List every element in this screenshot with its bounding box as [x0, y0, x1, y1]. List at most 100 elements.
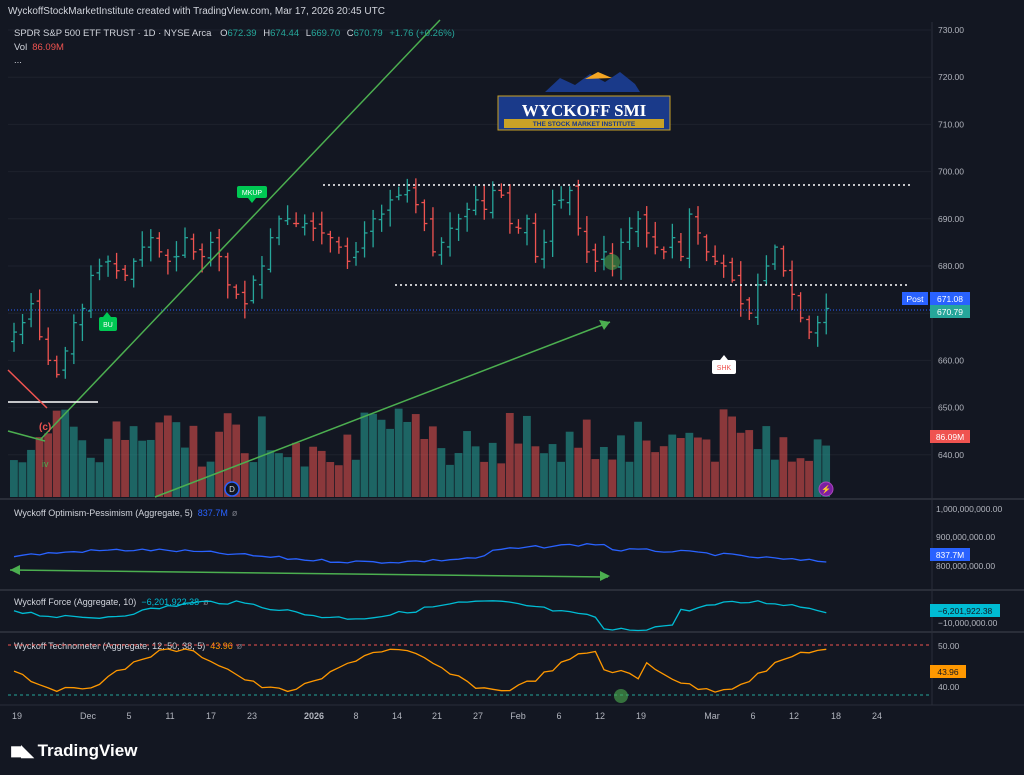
volume-bar [232, 424, 241, 497]
svg-text:Post: Post [906, 294, 924, 304]
ohlc-bar [532, 213, 539, 263]
price-tick-label: 720.00 [938, 72, 964, 82]
ohlc-bar [293, 212, 300, 228]
ohlc-bar [70, 314, 77, 365]
ohlc-bar [224, 252, 231, 299]
volume-bar [557, 461, 565, 497]
volume-bar [369, 413, 377, 497]
svg-text:THE STOCK MARKET INSTITUTE: THE STOCK MARKET INSTITUTE [533, 121, 636, 128]
tradingview-brand: TradingView [37, 741, 138, 760]
ohlc-bar [686, 208, 693, 269]
opt-tick: 1,000,000,000.00 [936, 504, 1002, 514]
dividend-marker[interactable]: D [224, 481, 240, 497]
ohlc-bar [558, 186, 565, 209]
svg-text:WYCKOFF SMI: WYCKOFF SMI [522, 101, 647, 120]
trend-line-shallow[interactable] [154, 321, 611, 498]
ohlc-bar [301, 214, 308, 236]
price-tick-label: 650.00 [938, 403, 964, 413]
lightning-icon[interactable]: ⚡ [818, 481, 834, 497]
time-tick-label: 19 [636, 711, 646, 721]
volume-bar [505, 412, 514, 497]
last-price-badge: 670.79 [930, 305, 970, 318]
ohlc-bar [412, 178, 419, 214]
volume-bar [317, 450, 326, 497]
arrow-head [10, 565, 20, 575]
mkup-label[interactable]: MKUP [237, 186, 267, 203]
volume-bar [292, 442, 300, 497]
opt-pess-label[interactable]: Wyckoff Optimism-Pessimism (Aggregate, 5… [14, 508, 238, 518]
trend-line-steep[interactable] [39, 19, 441, 441]
volume-bar [129, 426, 138, 497]
volume-bars [10, 408, 831, 497]
symbol-legend[interactable]: SPDR S&P 500 ETF TRUST · 1D · NYSE Arca … [14, 28, 455, 66]
downtrend-line[interactable] [7, 369, 48, 409]
volume-bar [78, 440, 87, 497]
ohlc-bar [216, 228, 223, 272]
ohlc-bar [344, 237, 351, 269]
ohlc-bar [447, 212, 454, 257]
time-axis[interactable]: 19 Dec 5 11 17 23 2026 8 14 21 27 Feb 6 12 19 Mar 6 12 18 2… [12, 711, 882, 721]
volume-bar [189, 425, 198, 497]
ohlc-bar [241, 280, 248, 319]
ohlc-bar [113, 252, 120, 279]
ohlc-bar [515, 219, 522, 234]
bu-label[interactable]: BU [99, 312, 117, 331]
ohlc-bar [814, 315, 821, 347]
opt-divergence-line[interactable] [9, 569, 609, 578]
ohlc-bar [541, 229, 548, 269]
volume-bar [617, 435, 625, 497]
force-badge [930, 604, 1000, 617]
wave-iv-label: iv [42, 459, 49, 469]
volume-bar [18, 462, 27, 497]
ohlc-bar [79, 303, 86, 342]
price-bars [11, 178, 830, 379]
techno-line[interactable] [13, 648, 827, 693]
shk-label[interactable]: SHK [712, 355, 736, 374]
ohlc-bar [404, 178, 411, 203]
techno-tick: 50.00 [938, 641, 960, 651]
volume-bar [480, 461, 489, 497]
trend-line-short[interactable] [7, 430, 46, 442]
ohlc-bar [635, 211, 642, 248]
post-price-badge: Post 671.08 [902, 292, 970, 305]
volume-bar [249, 462, 258, 497]
opt-pess-line[interactable] [13, 543, 827, 564]
time-tick-label: 5 [126, 711, 131, 721]
volume-bar [300, 466, 309, 497]
ohlc-bar [258, 256, 265, 299]
volume-bar [625, 461, 634, 497]
chart-canvas[interactable]: MKUP BU SHK (c) iv D ⚡ WYCKOFF SMI THE S… [0, 0, 1024, 728]
volume-bar [497, 463, 506, 497]
ohlc-bar [353, 242, 359, 266]
time-tick-label: Feb [510, 711, 526, 721]
ohlc-bar [370, 209, 377, 248]
time-tick-label: 8 [353, 711, 358, 721]
ohlc-bar [481, 185, 488, 220]
ohlc-bar [780, 245, 787, 277]
time-tick-label: 12 [595, 711, 605, 721]
ohlc-bar [789, 260, 796, 311]
techno-label[interactable]: Wyckoff Technometer (Aggregate, 12, 50, … [14, 641, 243, 651]
opt-badge-text: 837.7M [936, 550, 964, 560]
arrow-head [599, 320, 610, 330]
ohlc-bar [797, 292, 804, 323]
volume-bar [591, 459, 600, 497]
force-line[interactable] [13, 600, 827, 632]
tradingview-logo[interactable]: ◼◣ TradingView [10, 741, 137, 761]
ohlc-bar [387, 189, 394, 227]
ohlc-bar [335, 236, 342, 254]
volume-bar [104, 438, 112, 497]
ohlc-bar [695, 206, 701, 245]
ohlc-bar [284, 205, 291, 226]
price-tick-label: 660.00 [938, 355, 964, 365]
price-axis[interactable]: 730.00 720.00 710.00 700.00 690.00 680.00 670.… [938, 25, 964, 460]
volume-bar [198, 466, 206, 497]
volume-bar [736, 432, 745, 497]
volume-bar [138, 440, 147, 497]
ohlc-bar [489, 181, 496, 219]
ohlc-bar [378, 204, 385, 232]
time-tick-label: 17 [206, 711, 216, 721]
ohlc-bar [438, 237, 445, 265]
volume-bar [420, 438, 429, 497]
ohlc-bar [712, 245, 719, 266]
